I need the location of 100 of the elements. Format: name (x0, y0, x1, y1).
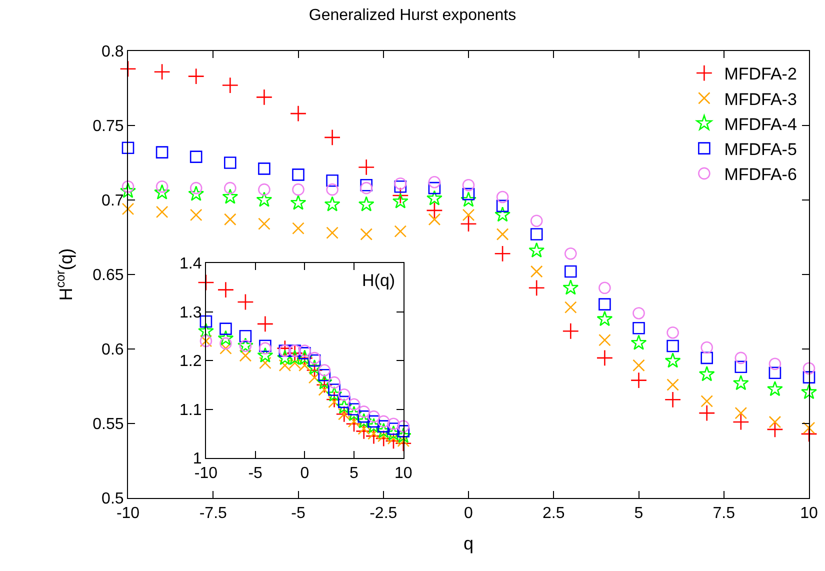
point (732, 414, 750, 430)
point (366, 418, 382, 434)
point (732, 374, 749, 390)
point (462, 178, 475, 192)
point (276, 350, 293, 365)
annotation: H(q) (362, 271, 396, 290)
point (768, 416, 782, 428)
point (530, 228, 543, 240)
point (328, 376, 340, 389)
x-tick-label: 5 (350, 465, 359, 482)
y-tick-label: 1.4 (180, 256, 202, 273)
point (259, 356, 272, 370)
point (460, 215, 477, 232)
point (564, 247, 577, 260)
point (257, 347, 274, 363)
point (290, 194, 306, 210)
point (598, 298, 611, 310)
point (258, 218, 270, 230)
point (336, 398, 352, 414)
point (292, 222, 304, 234)
point (188, 186, 204, 201)
point (190, 150, 202, 163)
point (188, 68, 204, 85)
x-tick-label: -5 (291, 505, 306, 522)
point (734, 360, 748, 374)
point (426, 202, 443, 219)
point (224, 182, 236, 194)
point (377, 420, 390, 432)
point (224, 213, 236, 226)
point (666, 378, 679, 391)
legend-label: MFDFA-6 (724, 165, 797, 184)
point (630, 372, 648, 389)
point (428, 182, 441, 194)
point (328, 384, 340, 396)
point (256, 192, 272, 207)
x-tick-label: -2.5 (370, 505, 398, 522)
chart-title: Generalized Hurst exponents (308, 6, 516, 24)
point (395, 428, 412, 443)
point (198, 274, 214, 291)
point (154, 64, 170, 80)
legend-label: MFDFA-4 (724, 114, 797, 134)
point (156, 146, 168, 158)
x-tick-label: 0 (300, 465, 310, 482)
point (360, 228, 372, 240)
point (318, 364, 331, 376)
point (326, 183, 338, 196)
point (217, 281, 234, 298)
point (338, 396, 350, 408)
point (494, 245, 511, 262)
point (496, 228, 509, 240)
point (298, 344, 311, 357)
point (190, 182, 202, 194)
legend-label: MFDFA-3 (724, 90, 797, 109)
point (596, 350, 614, 366)
point (324, 196, 340, 212)
point (426, 190, 442, 206)
point (397, 420, 410, 432)
point (256, 88, 273, 106)
point (462, 188, 475, 200)
point (220, 337, 232, 350)
point (224, 156, 236, 169)
point (220, 322, 232, 335)
y-tick-label: 1.1 (180, 402, 202, 419)
point (256, 316, 274, 332)
point (292, 168, 304, 181)
point (318, 368, 331, 382)
point (360, 178, 372, 192)
point (528, 242, 545, 258)
point (258, 183, 270, 196)
point (156, 180, 168, 193)
point (630, 334, 647, 350)
y-tick-label: 0.5 (102, 490, 124, 508)
point (598, 282, 611, 294)
y-tick-label: 0.65 (92, 267, 124, 284)
point (358, 422, 370, 435)
point (258, 162, 270, 175)
point (598, 334, 611, 346)
point (700, 352, 713, 364)
point (632, 307, 645, 320)
point (394, 180, 407, 193)
point (562, 280, 579, 295)
x-tick-label: -5 (248, 465, 263, 482)
point (562, 322, 579, 340)
point (632, 359, 645, 372)
x-tick-label: 2.5 (542, 505, 565, 522)
x-tick-label: 10 (800, 505, 818, 522)
point (348, 398, 360, 411)
point (564, 265, 577, 278)
point (306, 362, 323, 379)
point (768, 358, 782, 370)
point (802, 362, 816, 375)
point (496, 200, 509, 212)
x-tick-label: 0 (464, 505, 474, 522)
y-tick-label: 1.2 (180, 353, 202, 370)
point (392, 187, 409, 204)
point (356, 413, 372, 428)
point (700, 395, 713, 408)
y-tick-label: 0.55 (92, 416, 124, 434)
point (358, 196, 374, 212)
point (190, 208, 202, 222)
